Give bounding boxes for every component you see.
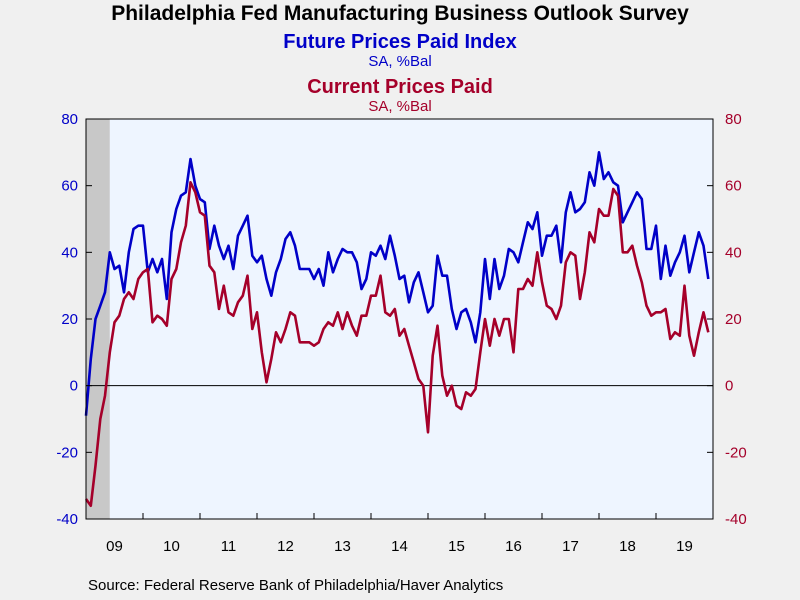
right-axis-tick-label: 80 [725, 111, 742, 128]
left-axis-tick-label: 20 [61, 311, 78, 328]
chart-title: Philadelphia Fed Manufacturing Business … [111, 2, 689, 25]
source-note: Source: Federal Reserve Bank of Philadel… [88, 577, 504, 594]
recession-shading [86, 119, 110, 519]
series-line-future-prices-paid [84, 151, 710, 416]
x-axis-tick-label: 09 [106, 538, 123, 555]
right-axis-tick-label: -40 [725, 511, 747, 528]
right-axis-tick-label: 60 [725, 178, 742, 195]
x-axis-tick-label: 11 [221, 538, 237, 555]
plot-area [86, 119, 713, 519]
left-axis-tick-label: -40 [56, 511, 78, 528]
left-axis-tick-label: -20 [56, 444, 78, 461]
left-axis-tick-label: 60 [61, 178, 78, 195]
x-axis-tick-label: 13 [334, 538, 351, 555]
right-axis-tick-label: -20 [725, 444, 747, 461]
x-axis-tick-label: 18 [619, 538, 636, 555]
series1-units: SA, %Bal [368, 53, 432, 70]
x-axis-tick-label: 14 [391, 538, 408, 555]
x-axis-tick-label: 17 [562, 538, 579, 555]
right-axis-tick-label: 20 [725, 311, 742, 328]
left-axis-tick-label: 40 [61, 244, 78, 261]
series2-title: Current Prices Paid [307, 76, 493, 98]
left-axis-tick-label: 80 [61, 111, 78, 128]
series2-units: SA, %Bal [368, 98, 432, 115]
x-axis-tick-label: 19 [676, 538, 693, 555]
x-axis-tick-label: 12 [277, 538, 294, 555]
x-axis-tick-label: 16 [505, 538, 522, 555]
left-axis-tick-label: 0 [70, 378, 78, 395]
series1-title: Future Prices Paid Index [283, 31, 517, 53]
x-axis-tick-label: 15 [448, 538, 465, 555]
right-axis-tick-label: 0 [725, 378, 733, 395]
x-axis-tick-label: 10 [163, 538, 180, 555]
series-line-current-prices-paid [84, 181, 710, 508]
right-axis-tick-label: 40 [725, 244, 742, 261]
